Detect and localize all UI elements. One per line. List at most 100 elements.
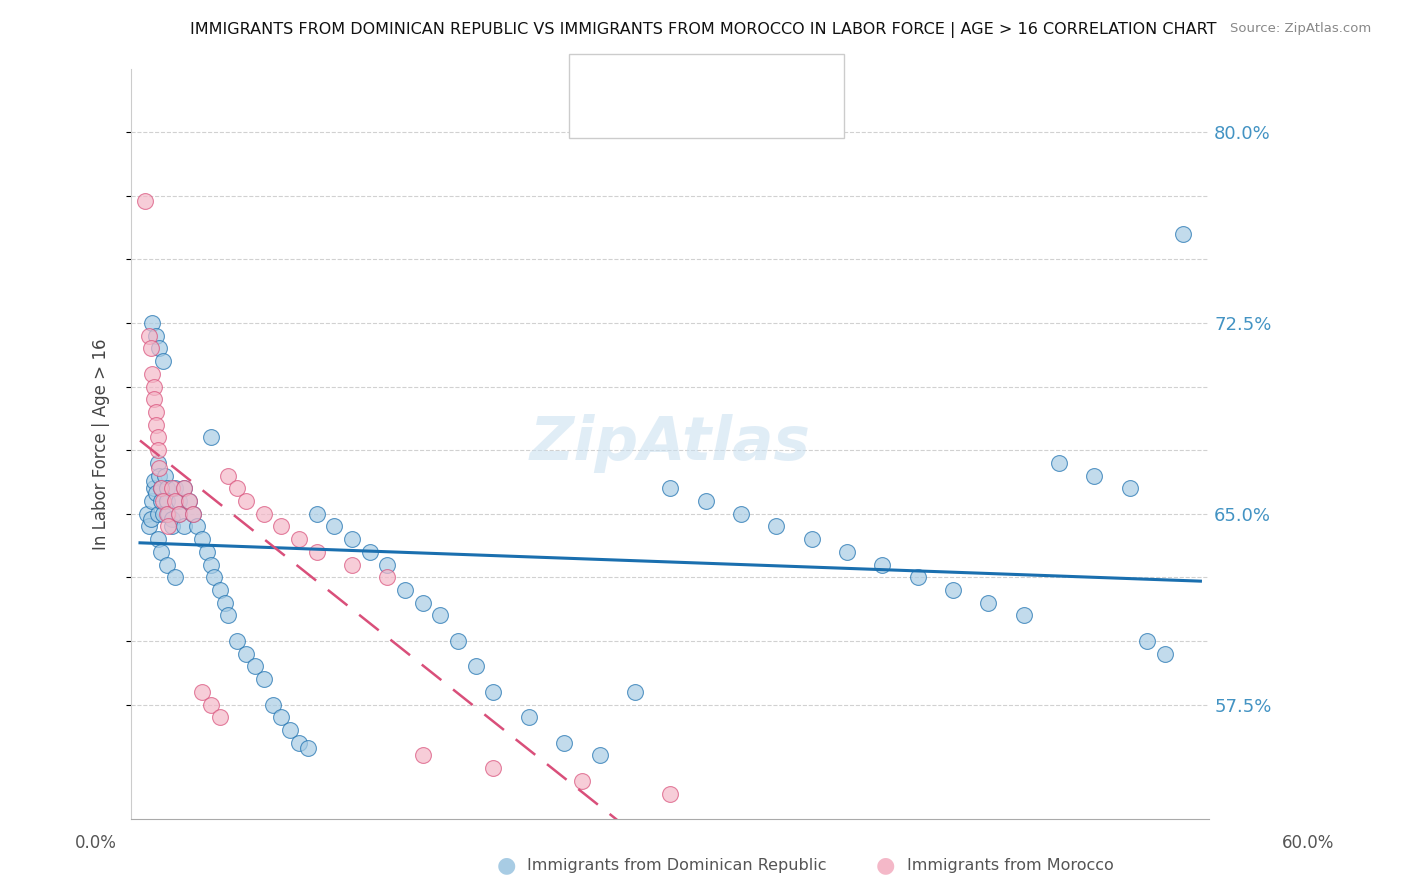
Point xyxy=(146,443,169,458)
Point xyxy=(152,354,174,368)
Point xyxy=(143,474,166,488)
Point xyxy=(148,342,170,356)
Point xyxy=(167,507,190,521)
Point xyxy=(202,570,225,584)
Point xyxy=(412,748,434,763)
Point xyxy=(412,596,434,610)
Point xyxy=(155,558,177,572)
Point xyxy=(179,494,201,508)
Point xyxy=(1047,456,1070,470)
Point xyxy=(200,558,222,572)
Point xyxy=(235,647,257,661)
Text: ■: ■ xyxy=(581,112,600,132)
Point xyxy=(571,773,593,788)
Point xyxy=(482,761,505,775)
Point xyxy=(429,608,451,623)
Point xyxy=(134,194,156,208)
Point xyxy=(907,570,929,584)
Point xyxy=(181,507,204,521)
Point xyxy=(464,659,486,673)
Point xyxy=(340,558,363,572)
Point xyxy=(155,507,177,521)
Point xyxy=(150,481,173,495)
Point xyxy=(377,558,399,572)
Point xyxy=(1171,227,1194,241)
Point xyxy=(588,748,610,763)
Text: ZipAtlas: ZipAtlas xyxy=(530,414,811,474)
Point xyxy=(173,481,195,495)
Point xyxy=(340,532,363,546)
Point xyxy=(243,659,266,673)
Point xyxy=(167,507,190,521)
Point xyxy=(765,519,787,533)
Point xyxy=(146,430,169,444)
Point xyxy=(181,507,204,521)
Point xyxy=(173,481,195,495)
Point xyxy=(835,545,858,559)
Point xyxy=(235,494,257,508)
Point xyxy=(153,468,176,483)
Y-axis label: In Labor Force | Age > 16: In Labor Force | Age > 16 xyxy=(93,338,110,549)
Point xyxy=(141,316,163,330)
Point xyxy=(143,481,166,495)
Point xyxy=(305,507,328,521)
Point xyxy=(977,596,1000,610)
Point xyxy=(1012,608,1035,623)
Point xyxy=(139,512,162,526)
Point xyxy=(659,481,682,495)
Point xyxy=(136,507,159,521)
Point xyxy=(262,698,284,712)
Text: ■: ■ xyxy=(581,63,600,83)
Point xyxy=(165,494,187,508)
Point xyxy=(146,456,169,470)
Text: N = 84: N = 84 xyxy=(720,64,778,82)
Point xyxy=(377,570,399,584)
Point xyxy=(800,532,823,546)
Point xyxy=(141,494,163,508)
Point xyxy=(167,494,190,508)
Point xyxy=(447,634,470,648)
Point xyxy=(173,519,195,533)
Text: ●: ● xyxy=(496,855,516,875)
Point xyxy=(143,379,166,393)
Point xyxy=(160,519,183,533)
Point xyxy=(200,430,222,444)
Text: Immigrants from Dominican Republic: Immigrants from Dominican Republic xyxy=(527,858,827,872)
Point xyxy=(141,367,163,381)
Point xyxy=(553,736,575,750)
Point xyxy=(160,481,183,495)
Point xyxy=(288,736,311,750)
Point xyxy=(157,519,180,533)
Point xyxy=(270,519,292,533)
Point xyxy=(217,468,239,483)
Point xyxy=(148,468,170,483)
Point xyxy=(150,494,173,508)
Point xyxy=(942,582,965,597)
Point xyxy=(214,596,236,610)
Text: R = 0.039: R = 0.039 xyxy=(600,113,683,131)
Point xyxy=(150,481,173,495)
Point xyxy=(359,545,381,559)
Point xyxy=(138,519,160,533)
Point xyxy=(139,342,162,356)
Point xyxy=(226,481,249,495)
Point xyxy=(297,740,319,755)
Point xyxy=(253,507,276,521)
Point xyxy=(208,710,231,724)
Point xyxy=(270,710,292,724)
Point xyxy=(160,512,183,526)
Point xyxy=(1154,647,1177,661)
Point xyxy=(730,507,752,521)
Point xyxy=(1083,468,1105,483)
Point xyxy=(517,710,540,724)
Point xyxy=(695,494,717,508)
Point xyxy=(226,634,249,648)
Point xyxy=(138,328,160,343)
Point xyxy=(1119,481,1142,495)
Point xyxy=(195,545,218,559)
Point xyxy=(624,685,647,699)
Point xyxy=(145,486,167,500)
Text: Source: ZipAtlas.com: Source: ZipAtlas.com xyxy=(1230,22,1371,36)
Point xyxy=(152,494,174,508)
Point xyxy=(148,461,170,475)
